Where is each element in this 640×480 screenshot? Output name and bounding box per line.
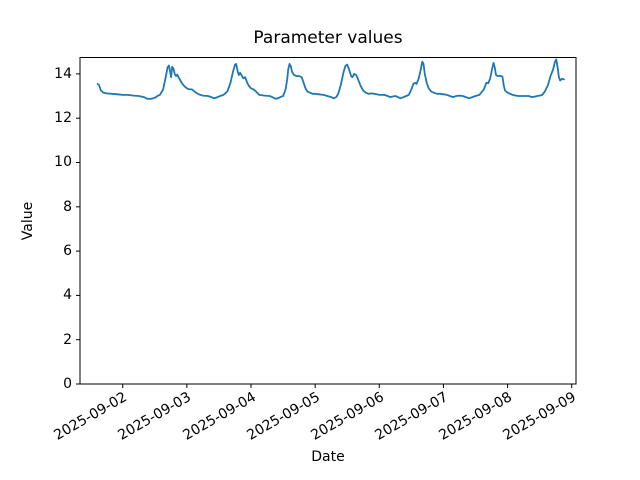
y-tick-label: 0 xyxy=(63,376,72,392)
x-axis-label: Date xyxy=(311,449,345,465)
y-tick-label: 6 xyxy=(63,243,72,260)
y-tick-label: 10 xyxy=(54,154,72,171)
axes-frame xyxy=(79,57,577,385)
chart-title: Parameter values xyxy=(253,28,403,48)
y-tick-label: 8 xyxy=(63,198,72,215)
y-tick-label: 14 xyxy=(54,65,72,82)
data-line-series xyxy=(96,58,565,100)
y-tick-label: 4 xyxy=(63,287,72,304)
y-tick-label: 12 xyxy=(54,110,72,127)
y-tick-label: 2 xyxy=(63,331,72,348)
